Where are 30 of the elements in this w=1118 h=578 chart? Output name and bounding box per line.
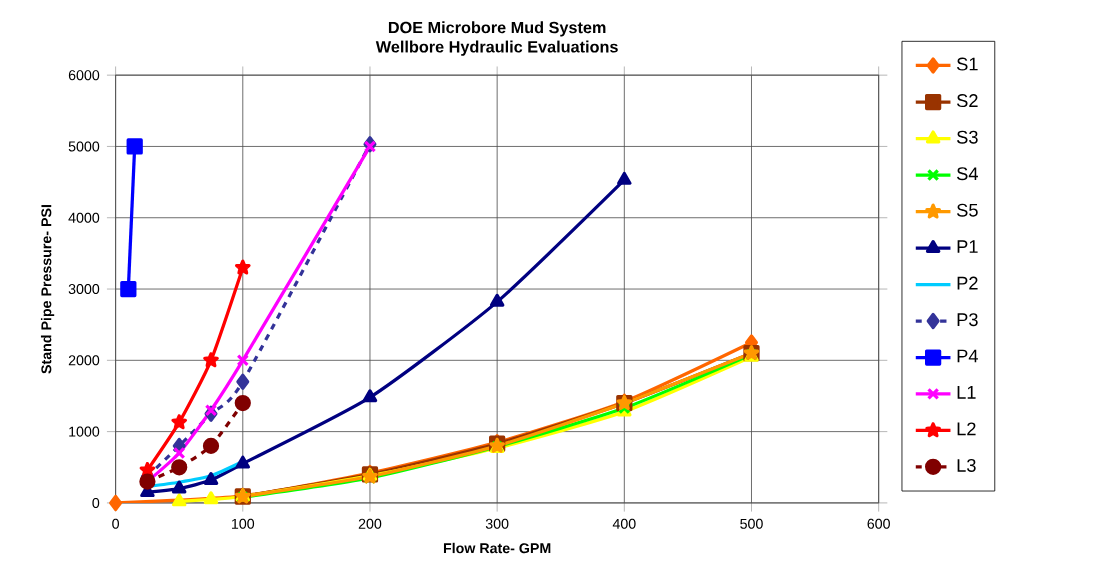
y-tick-label: 4000 — [68, 212, 100, 223]
legend-label: L3 — [957, 458, 976, 472]
legend-label: P4 — [957, 349, 978, 363]
x-tick-label: 400 — [612, 518, 636, 529]
x-tick-label: 300 — [485, 518, 509, 529]
x-tick-label: 0 — [112, 518, 120, 529]
x-tick-label: 500 — [740, 518, 763, 529]
legend-label: S4 — [956, 167, 978, 181]
x-tick-label: 200 — [358, 518, 382, 529]
legend-label: S3 — [956, 130, 978, 144]
y-tick-label: 0 — [92, 497, 100, 508]
y-tick-label: 2000 — [68, 355, 100, 366]
legend-label: S1 — [956, 57, 978, 71]
x-axis-title: Flow Rate- GPM — [443, 542, 551, 554]
y-tick-label: 1000 — [69, 426, 100, 437]
legend-label: S5 — [956, 203, 978, 217]
y-axis-title: Stand Pipe Pressure- PSI — [40, 205, 55, 374]
legend-label: L2 — [957, 422, 976, 436]
y-tick-label: 6000 — [68, 70, 100, 81]
legend-label: P1 — [957, 240, 978, 253]
legend-label: P2 — [957, 276, 978, 290]
legend-label: P3 — [957, 313, 978, 327]
chart-subtitle: Wellbore Hydraulic Evaluations — [375, 40, 618, 56]
y-tick-label: 3000 — [68, 283, 100, 295]
x-tick-label: 100 — [232, 518, 255, 529]
chart-title: DOE Microbore Mud System — [388, 21, 606, 37]
legend-label: L1 — [957, 386, 976, 399]
y-tick-label: 5000 — [68, 141, 100, 152]
x-tick-label: 600 — [867, 518, 890, 529]
legend-label: S2 — [956, 94, 978, 108]
